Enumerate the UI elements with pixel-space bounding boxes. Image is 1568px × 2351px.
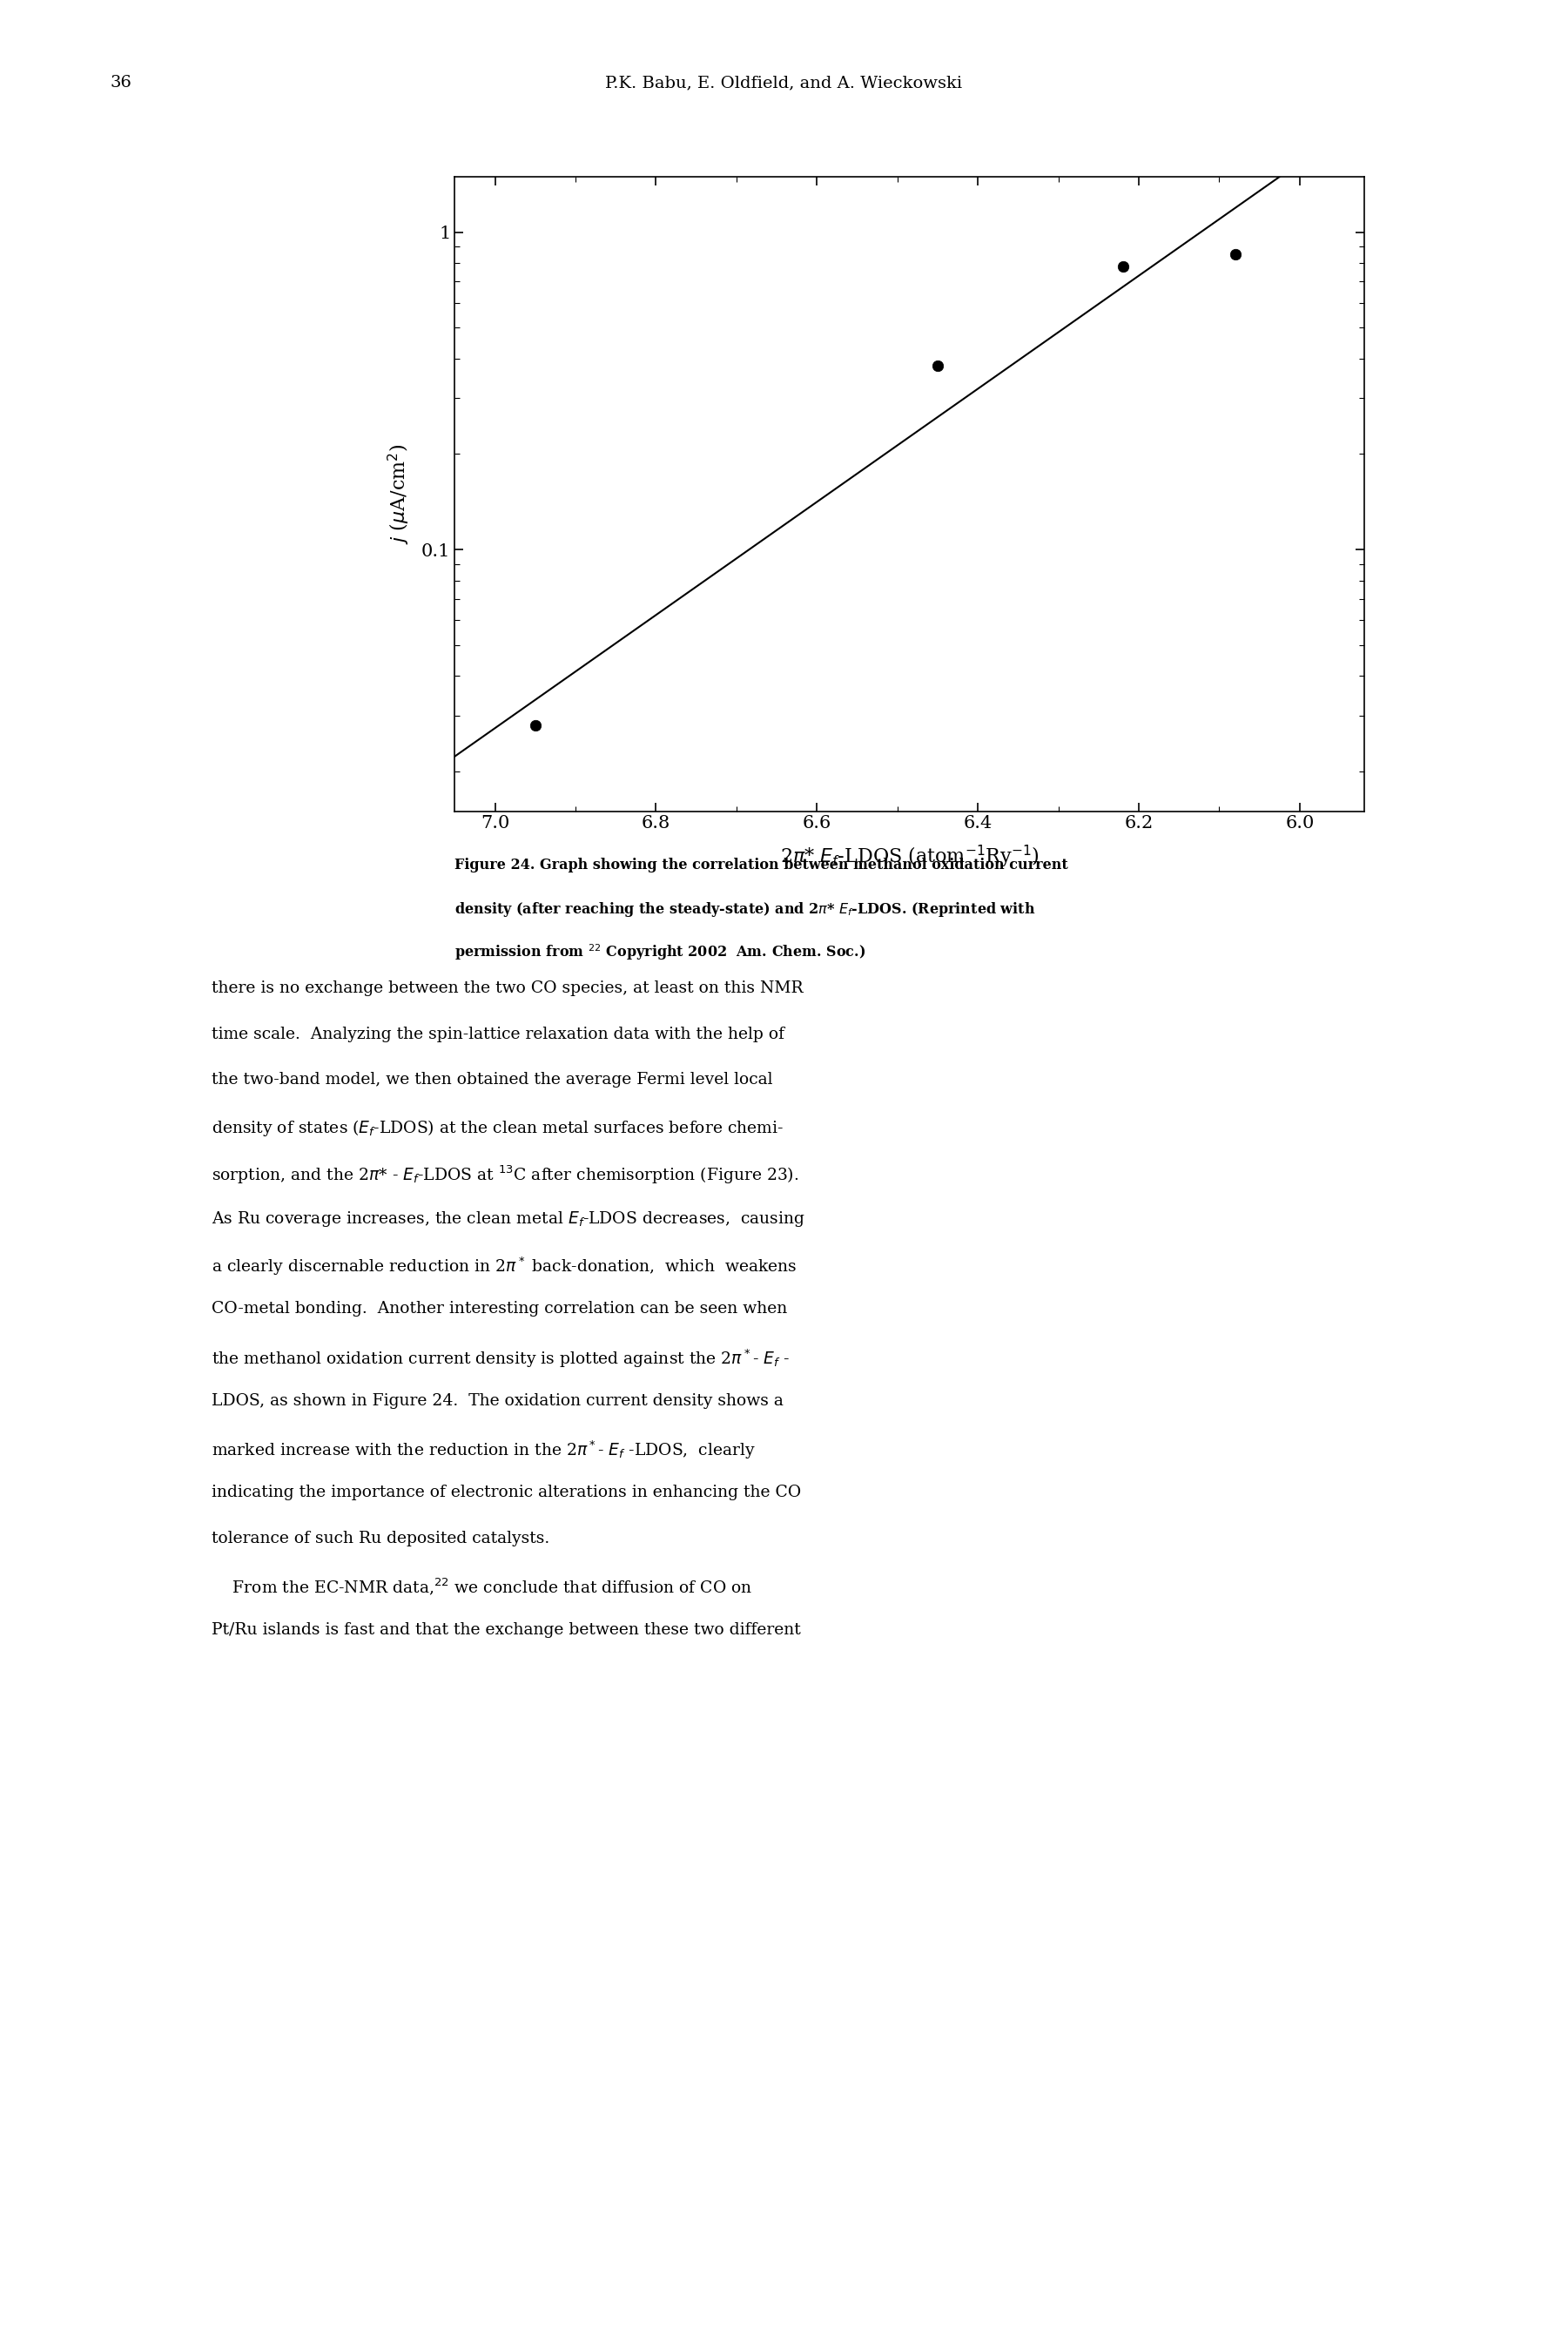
Text: tolerance of such Ru deposited catalysts.: tolerance of such Ru deposited catalysts…: [212, 1531, 550, 1547]
Text: marked increase with the reduction in the 2$\pi^*$- $E_f$ -LDOS,  clearly: marked increase with the reduction in th…: [212, 1439, 756, 1460]
Text: 36: 36: [110, 75, 132, 92]
Text: CO-metal bonding.  Another interesting correlation can be seen when: CO-metal bonding. Another interesting co…: [212, 1302, 787, 1317]
Text: the two-band model, we then obtained the average Fermi level local: the two-band model, we then obtained the…: [212, 1072, 773, 1089]
Text: density of states ($E_f$-LDOS) at the clean metal surfaces before chemi-: density of states ($E_f$-LDOS) at the cl…: [212, 1119, 784, 1138]
Text: LDOS, as shown in Figure 24.  The oxidation current density shows a: LDOS, as shown in Figure 24. The oxidati…: [212, 1392, 784, 1408]
Text: the methanol oxidation current density is plotted against the 2$\pi^*$- $E_f$ -: the methanol oxidation current density i…: [212, 1347, 790, 1368]
Text: a clearly discernable reduction in 2$\pi^*$ back-donation,  which  weakens: a clearly discernable reduction in 2$\pi…: [212, 1255, 797, 1277]
Text: there is no exchange between the two CO species, at least on this NMR: there is no exchange between the two CO …: [212, 980, 803, 997]
Y-axis label: $j$ ($\mu$A/cm$^2$): $j$ ($\mu$A/cm$^2$): [386, 444, 412, 543]
Text: time scale.  Analyzing the spin-lattice relaxation data with the help of: time scale. Analyzing the spin-lattice r…: [212, 1025, 784, 1041]
Text: indicating the importance of electronic alterations in enhancing the CO: indicating the importance of electronic …: [212, 1486, 801, 1500]
Text: permission from $^{22}$ Copyright 2002  Am. Chem. Soc.): permission from $^{22}$ Copyright 2002 A…: [455, 943, 866, 962]
Text: density (after reaching the steady-state) and 2$\pi$* $E_f$-LDOS. (Reprinted wit: density (after reaching the steady-state…: [455, 900, 1036, 919]
Text: sorption, and the 2$\pi$* - $E_f$-LDOS at $^{13}$C after chemisorption (Figure 2: sorption, and the 2$\pi$* - $E_f$-LDOS a…: [212, 1164, 798, 1185]
Text: From the EC-NMR data,$^{22}$ we conclude that diffusion of CO on: From the EC-NMR data,$^{22}$ we conclude…: [212, 1578, 753, 1596]
Text: As Ru coverage increases, the clean metal $E_f$-LDOS decreases,  causing: As Ru coverage increases, the clean meta…: [212, 1211, 806, 1230]
Text: Figure 24. Graph showing the correlation between methanol oxidation current: Figure 24. Graph showing the correlation…: [455, 858, 1068, 872]
X-axis label: 2$\pi$* $E_f$-LDOS (atom$^{-1}$Ry$^{-1}$): 2$\pi$* $E_f$-LDOS (atom$^{-1}$Ry$^{-1}$…: [779, 844, 1040, 870]
Text: P.K. Babu, E. Oldfield, and A. Wieckowski: P.K. Babu, E. Oldfield, and A. Wieckowsk…: [605, 75, 963, 92]
Text: Pt/Ru islands is fast and that the exchange between these two different: Pt/Ru islands is fast and that the excha…: [212, 1622, 801, 1639]
